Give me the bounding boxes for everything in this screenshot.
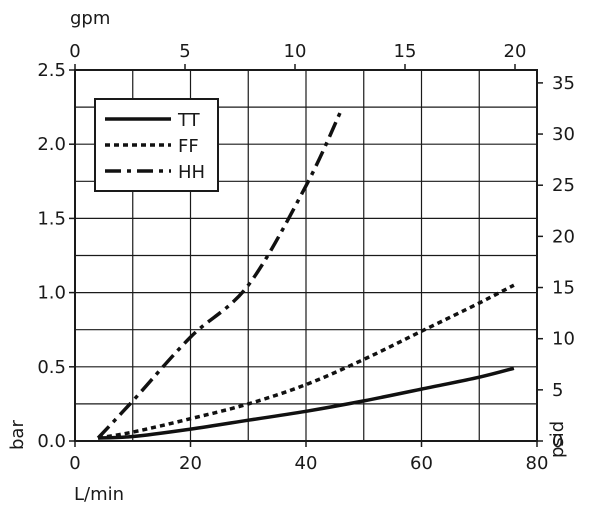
y-right-tick-label: 20 [552, 226, 575, 247]
tick-marks [69, 64, 543, 447]
y-left-tick-label: 0.0 [37, 431, 66, 452]
y-left-tick-label: 1.5 [37, 208, 66, 229]
x-bottom-tick-label: 40 [295, 453, 318, 474]
legend-label-hh: HH [178, 162, 205, 183]
series-line-tt [98, 366, 515, 440]
x-bottom-tick-label: 20 [179, 453, 202, 474]
tick-labels: 0 20 40 60 800 5 10 15 200.00.51.01.52.02.505101… [37, 41, 575, 474]
legend-label-ff: FF [178, 136, 199, 157]
x-bottom-tick-label: 0 [69, 453, 80, 474]
x-top-tick-label: 20 [504, 41, 527, 62]
series-line-hh [96, 110, 343, 440]
x-top-tick-label: 5 [179, 41, 190, 62]
y-left-tick-label: 2.0 [37, 134, 66, 155]
y-right-tick-label: 25 [552, 175, 575, 196]
legend: TT FF HH [94, 98, 219, 192]
y-right-tick-label: 35 [552, 73, 575, 94]
grid [75, 70, 537, 441]
x-bottom-axis-title: L/min [74, 484, 124, 505]
series-lines [96, 110, 515, 440]
series-line-ff [97, 283, 515, 440]
y-right-tick-label: 30 [552, 124, 575, 145]
y-right-tick-label: 5 [552, 380, 563, 401]
x-top-tick-label: 10 [284, 41, 307, 62]
x-top-tick-label: 0 [69, 41, 80, 62]
y-right-axis-title: psid [547, 421, 568, 458]
y-right-tick-label: 15 [552, 278, 575, 299]
x-bottom-tick-label: 80 [526, 453, 549, 474]
legend-label-tt: TT [177, 110, 201, 131]
y-right-tick-label: 0 [552, 431, 563, 452]
y-left-axis-title: bar [7, 420, 28, 450]
x-bottom-tick-label: 60 [410, 453, 433, 474]
y-right-tick-label: 10 [552, 329, 575, 350]
y-left-tick-label: 2.5 [37, 60, 66, 81]
x-top-tick-label: 15 [394, 41, 417, 62]
y-left-tick-label: 1.0 [37, 283, 66, 304]
y-left-tick-label: 0.5 [37, 357, 66, 378]
x-top-axis-title: gpm [70, 8, 110, 29]
